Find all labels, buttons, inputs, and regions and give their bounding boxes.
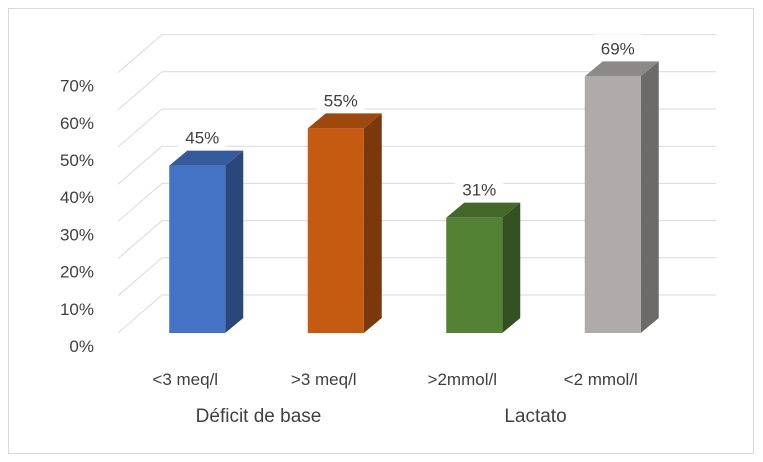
y-tick-label: 20% (60, 263, 94, 282)
data-label: 45% (178, 123, 227, 150)
data-label: 55% (316, 86, 365, 113)
bars (169, 61, 659, 334)
data-label-bg (178, 123, 227, 150)
bar-side (502, 202, 521, 333)
gridline (117, 108, 716, 148)
data-label-bg (455, 175, 504, 202)
bar (446, 202, 521, 333)
x-axis-groups: Déficit de base Lactato (196, 406, 567, 427)
data-labels: 45% 55% 31% 69% (178, 34, 642, 202)
bar-side (363, 113, 382, 334)
bar-side (640, 61, 659, 333)
gridline (117, 71, 716, 111)
bar-top (584, 61, 659, 77)
y-tick-label: 10% (60, 300, 94, 319)
category-label: <2 mmol/l (564, 370, 638, 389)
y-tick-label: 40% (60, 188, 94, 207)
bar-front (446, 217, 503, 333)
gridline (117, 145, 716, 185)
data-label: 69% (593, 34, 642, 61)
y-axis-ticks: 0% 10% 20% 30% 40% 50% 60% 70% (60, 77, 94, 356)
data-label-text: 31% (462, 181, 496, 200)
bar-front (584, 76, 641, 333)
bar-front (307, 128, 364, 333)
y-tick-label: 0% (69, 337, 94, 356)
data-label: 31% (455, 175, 504, 202)
category-label: >3 meq/l (291, 370, 357, 389)
y-tick-label: 70% (60, 77, 94, 96)
bar-front (169, 165, 226, 333)
bar (584, 61, 659, 333)
y-tick-label: 30% (60, 225, 94, 244)
data-label-text: 69% (601, 39, 635, 58)
bar (169, 150, 244, 333)
data-label-text: 45% (185, 129, 219, 148)
category-label: >2mmol/l (428, 370, 497, 389)
y-tick-label: 60% (60, 114, 94, 133)
gridline (117, 182, 716, 222)
category-label: <3 meq/l (152, 370, 218, 389)
bar (307, 113, 382, 334)
bar-top (307, 113, 382, 129)
bar-top (169, 150, 244, 166)
group-label: Lactato (504, 406, 566, 427)
gridlines (117, 34, 716, 334)
y-tick-label: 50% (60, 151, 94, 170)
bar-side (225, 150, 244, 333)
x-axis-categories: <3 meq/l >3 meq/l >2mmol/l <2 mmol/l (152, 370, 637, 389)
gridline (117, 257, 716, 297)
data-label-text: 55% (324, 91, 358, 110)
data-label-bg (593, 34, 642, 61)
group-label: Déficit de base (196, 406, 322, 427)
gridline (117, 34, 716, 73)
data-label-bg (316, 86, 365, 113)
gridline (117, 294, 716, 334)
gridline (117, 220, 716, 259)
bar-top (446, 202, 521, 218)
